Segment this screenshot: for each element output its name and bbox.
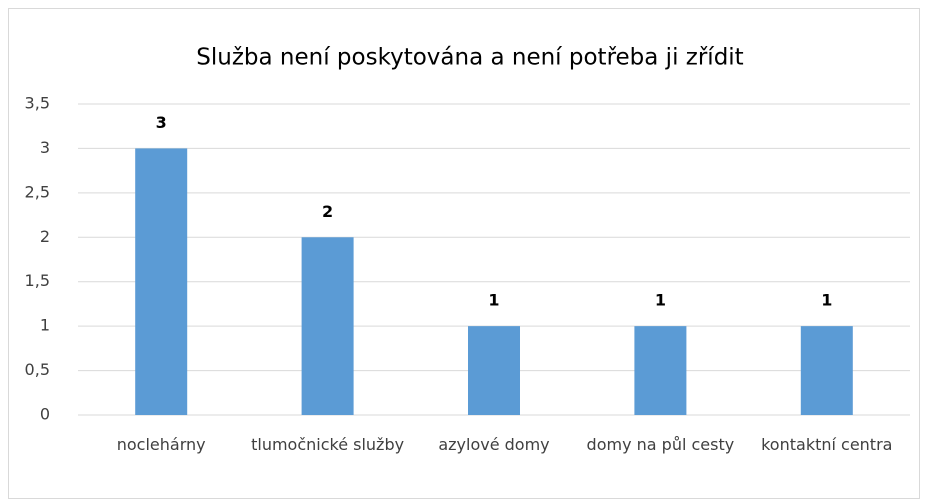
x-tick-label: kontaktní centra <box>761 435 893 454</box>
y-tick-label: 3,5 <box>25 94 50 113</box>
y-tick-label: 0 <box>40 405 50 424</box>
y-tick-label: 2 <box>40 227 50 246</box>
bar <box>301 237 354 415</box>
chart-title: Služba není poskytována a není potřeba j… <box>196 45 743 71</box>
x-tick-label: noclehárny <box>116 435 206 454</box>
x-tick-label: azylové domy <box>438 435 550 454</box>
data-label: 1 <box>821 291 832 310</box>
x-tick-label: tlumočnické služby <box>251 435 405 454</box>
data-label: 1 <box>655 291 666 310</box>
bar <box>634 326 687 415</box>
bar <box>135 148 188 415</box>
bar <box>800 326 853 415</box>
bar <box>468 326 520 415</box>
y-tick-label: 1,5 <box>25 271 50 290</box>
y-tick-label: 0,5 <box>25 360 50 379</box>
y-tick-label: 2,5 <box>25 182 50 201</box>
data-label: 1 <box>488 291 499 310</box>
y-tick-label: 3 <box>40 138 50 157</box>
y-tick-label: 1 <box>40 316 50 335</box>
data-label: 2 <box>322 202 333 221</box>
data-label: 3 <box>156 113 167 132</box>
x-tick-label: domy na půl cesty <box>586 435 735 454</box>
